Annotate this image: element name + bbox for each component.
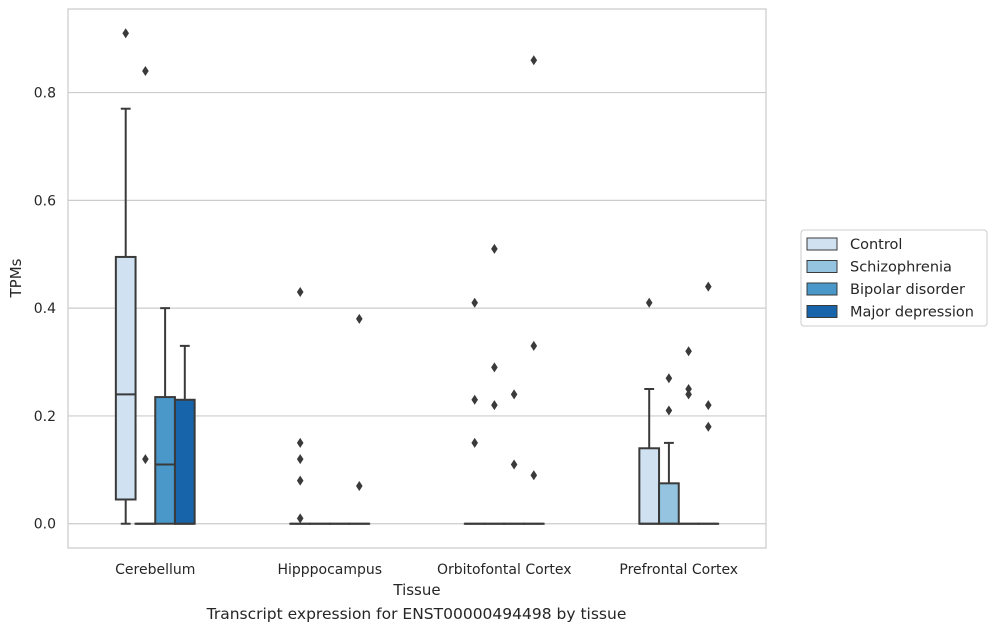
box-schizophrenia	[658, 373, 680, 525]
box-major-depression	[697, 281, 720, 525]
outlier-point	[471, 297, 478, 308]
y-tick-label: 0.6	[34, 193, 56, 209]
outlier-point	[530, 340, 538, 351]
outlier-point	[705, 421, 712, 432]
x-tick-label: Orbitofontal Cortex	[437, 562, 572, 578]
box-groups	[114, 28, 720, 525]
outlier-point	[705, 281, 712, 292]
y-tick-label: 0.2	[34, 409, 56, 425]
legend-swatch	[806, 237, 838, 251]
outlier-point	[491, 362, 498, 373]
outlier-point	[356, 481, 363, 492]
y-tick-labels: 0.0 0.2 0.4 0.6 0.8	[34, 86, 56, 533]
legend-swatch	[806, 282, 838, 296]
outlier-point	[491, 400, 498, 411]
box-major-depression	[522, 55, 545, 525]
figure-caption: Transcript expression for ENST0000049449…	[206, 605, 627, 623]
outlier-point	[665, 373, 673, 384]
box-body	[154, 396, 176, 525]
box-control	[114, 28, 137, 525]
box-body	[114, 255, 137, 501]
outlier-point	[645, 297, 653, 308]
outlier-point	[471, 437, 478, 448]
outlier-point	[356, 313, 363, 324]
box-major-depression	[173, 344, 196, 525]
legend-label: Major depression	[850, 305, 974, 321]
x-axis-label: Tissue	[392, 581, 440, 599]
x-tick-label: Hipppocampus	[277, 562, 382, 578]
y-axis-label: TPMs	[7, 258, 25, 298]
outlier-point	[530, 470, 538, 481]
plot-frame	[67, 8, 767, 549]
outlier-point	[491, 243, 498, 254]
outlier-point	[296, 437, 304, 448]
outlier-point	[685, 346, 692, 357]
outlier-point	[685, 383, 692, 394]
legend: Control Schizophrenia Bipolar disorder Majo…	[800, 229, 988, 327]
legend-swatch	[806, 260, 838, 273]
outlier-point	[705, 400, 712, 411]
x-tick-labels: Cerebellum Hipppocampus Orbitofontal Corte…	[115, 562, 738, 578]
box-body	[638, 447, 661, 525]
outlier-point	[122, 28, 129, 39]
legend-frame	[800, 229, 988, 327]
y-tick-label: 0.0	[34, 517, 56, 533]
box-major-depression	[348, 313, 371, 525]
outlier-point	[685, 389, 692, 400]
box-bipolar-disorder	[677, 346, 700, 525]
legend-label: Schizophrenia	[850, 260, 952, 276]
outlier-point	[510, 389, 518, 400]
x-tick-label: Prefrontal Cortex	[619, 562, 738, 578]
outlier-point	[142, 65, 149, 76]
y-tick-label: 0.8	[34, 86, 56, 102]
outlier-point	[142, 454, 149, 465]
outlier-point	[665, 405, 673, 416]
legend-swatch	[806, 305, 838, 318]
outlier-point	[471, 394, 478, 405]
legend-label: Bipolar disorder	[850, 282, 965, 298]
outlier-point	[510, 459, 518, 470]
box-control	[463, 297, 486, 525]
y-tick-label: 0.4	[34, 301, 56, 317]
x-tick-label: Cerebellum	[115, 562, 195, 578]
outlier-point	[530, 55, 538, 66]
legend-label: Control	[850, 237, 902, 253]
outlier-point	[296, 513, 304, 524]
box-body	[658, 482, 680, 525]
outlier-point	[296, 286, 304, 297]
box-body	[173, 398, 196, 525]
outlier-point	[296, 475, 304, 486]
outlier-point	[296, 454, 304, 465]
